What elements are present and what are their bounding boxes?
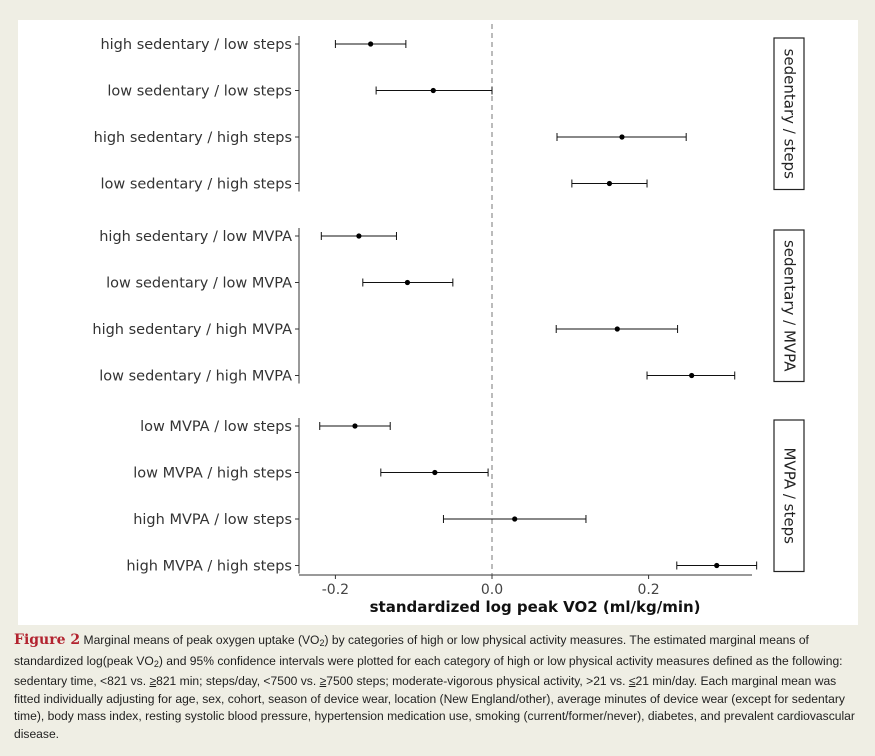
point-estimate — [619, 134, 625, 140]
plot-panel: high sedentary / low steps low sedentary … — [18, 20, 858, 625]
x-tick-label: 0.2 — [637, 582, 659, 598]
caption-text: ) by categories of high or low physical … — [14, 633, 809, 668]
facet-strip — [773, 419, 805, 573]
category-label: high sedentary / low steps — [100, 37, 292, 53]
category-label: low sedentary / low MVPA — [106, 276, 292, 292]
caption-text: Marginal means of peak oxygen uptake (VO — [83, 633, 320, 647]
caption-symbol: ≤ — [628, 674, 636, 689]
point-estimate — [430, 87, 436, 94]
point-estimate — [614, 326, 620, 332]
facet-label: MVPA / steps — [781, 448, 799, 545]
category-label: high MVPA / high steps — [126, 559, 292, 575]
point-estimate — [352, 423, 358, 429]
point-estimate — [404, 279, 411, 286]
facet-label: sedentary / steps — [781, 49, 799, 179]
caption-text: ) and 95% confidence intervals were plot… — [14, 653, 843, 689]
point-estimate — [606, 180, 613, 187]
caption-text: 21 min/day. Each marginal mean was fitte… — [14, 674, 855, 741]
caption-subscript: 2 — [153, 658, 159, 669]
point-estimate — [432, 469, 438, 476]
caption-symbol: ≥ — [149, 674, 157, 689]
point-estimate — [714, 562, 720, 569]
category-label: low MVPA / low steps — [140, 419, 292, 435]
category-label: low sedentary / low steps — [107, 84, 292, 100]
caption-text: 821 min; steps/day, <7500 vs. — [156, 674, 320, 689]
category-label: low sedentary / high MVPA — [99, 369, 292, 385]
point-estimate — [512, 516, 518, 522]
caption-subscript: 2 — [319, 638, 325, 648]
x-tick-label: 0.0 — [481, 582, 503, 598]
facet-label: sedentary / MVPA — [781, 240, 799, 372]
facet-strip — [773, 229, 805, 383]
figure-label: Figure 2 — [14, 632, 81, 648]
category-label: high sedentary / low MVPA — [99, 229, 292, 245]
category-label: high sedentary / high steps — [94, 130, 292, 146]
category-label: low MVPA / high steps — [133, 466, 292, 482]
figure-caption: Figure 2 Marginal means of peak oxygen u… — [14, 632, 864, 744]
x-axis-label: standardized log peak VO2 (ml/kg/min) — [370, 598, 701, 616]
forest-plot: high sedentary / low steps low sedentary … — [92, 24, 805, 616]
point-estimate — [689, 372, 695, 379]
point-estimate — [368, 41, 374, 47]
x-tick-label: -0.2 — [322, 582, 349, 598]
facet-strip — [773, 37, 805, 191]
category-label: low sedentary / high steps — [100, 177, 292, 193]
category-label: high MVPA / low steps — [133, 512, 292, 528]
caption-text: 7500 steps; moderate-vigorous physical a… — [326, 674, 629, 689]
point-estimate — [356, 233, 362, 239]
caption-symbol: ≥ — [319, 674, 327, 689]
category-label: high sedentary / high MVPA — [92, 322, 292, 338]
